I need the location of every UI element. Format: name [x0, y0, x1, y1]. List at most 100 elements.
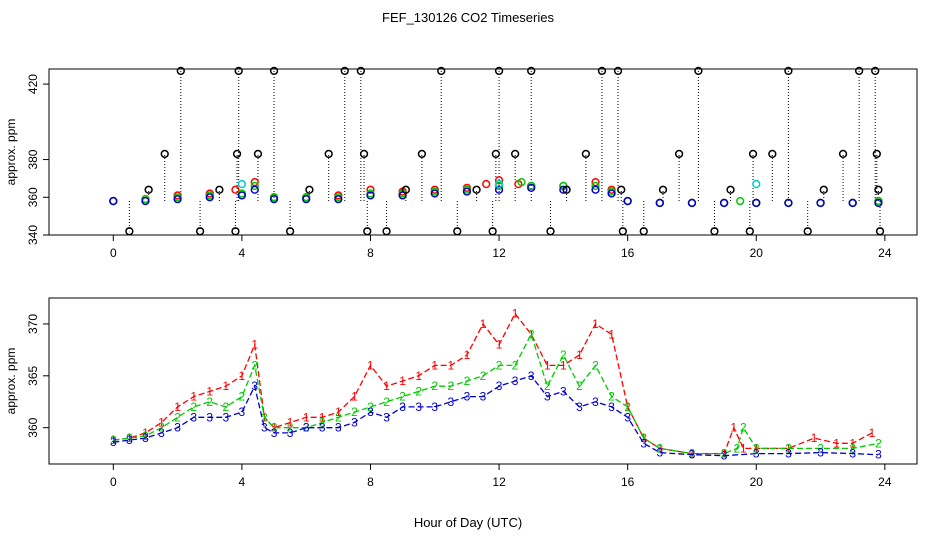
- point-label-2: 2: [142, 429, 149, 443]
- point-outlier: [639, 227, 648, 236]
- point-label-1: 1: [740, 441, 747, 455]
- point-label-3: 3: [174, 421, 181, 435]
- point-label-3: 3: [592, 395, 599, 409]
- point-3: [366, 191, 375, 200]
- point-label-3: 3: [640, 436, 647, 450]
- point-3: [250, 185, 259, 194]
- point-label-2: 2: [271, 421, 278, 435]
- point-outlier: [748, 149, 758, 159]
- point-label-1: 1: [271, 421, 278, 435]
- point-label-3: 3: [560, 384, 567, 398]
- point-label-2: 2: [544, 379, 551, 393]
- point-label-2: 2: [785, 441, 792, 455]
- point-outlier: [617, 185, 626, 194]
- point-label-2: 2: [448, 379, 455, 393]
- point-outlier: [125, 227, 134, 236]
- point-label-2: 2: [287, 421, 294, 435]
- x-tick-label: 20: [750, 246, 764, 260]
- point-label-1: 1: [287, 416, 294, 430]
- point-outlier: [562, 185, 571, 194]
- point-outlier: [527, 66, 536, 76]
- y-tick-label: 360: [26, 417, 40, 437]
- x-tick-label: 16: [621, 475, 635, 489]
- x-tick-label: 12: [492, 475, 506, 489]
- point-label-3: 3: [721, 449, 728, 463]
- point-label-3: 3: [431, 400, 438, 414]
- point-label-1: 1: [126, 431, 133, 445]
- point-label-3: 3: [319, 421, 326, 435]
- point-label-3: 3: [512, 374, 519, 388]
- point-3: [334, 195, 343, 204]
- point-label-1: 1: [367, 358, 374, 372]
- point-label-3: 3: [624, 410, 631, 424]
- point-label-1: 1: [560, 358, 567, 372]
- point-label-2: 2: [251, 358, 258, 372]
- point-outlier: [231, 227, 240, 236]
- point-label-2: 2: [689, 447, 696, 461]
- point-label-1: 1: [399, 374, 406, 388]
- point-label-3: 3: [206, 410, 213, 424]
- point-label-2: 2: [592, 358, 599, 372]
- point-label-3: 3: [351, 416, 358, 430]
- point-label-3: 3: [110, 435, 117, 449]
- bottom-panel-frame: [48, 297, 918, 465]
- point-label-3: 3: [126, 433, 133, 447]
- point-outlier: [581, 149, 591, 159]
- point-label-1: 1: [239, 369, 246, 383]
- point-label-1: 1: [383, 379, 390, 393]
- point-outlier: [618, 227, 627, 236]
- point-label-3: 3: [448, 395, 455, 409]
- point-label-2: 2: [158, 421, 165, 435]
- point-outlier: [872, 149, 881, 159]
- point-label-1: 1: [142, 426, 149, 440]
- point-2: [591, 181, 600, 191]
- x-tick-label: 4: [239, 246, 246, 260]
- point-label-1: 1: [721, 447, 728, 461]
- series-line-2: [113, 332, 879, 455]
- point-outlier: [838, 149, 848, 159]
- point-label-2: 2: [351, 405, 358, 419]
- point-label-2: 2: [367, 400, 374, 414]
- point-label-1: 1: [303, 410, 310, 424]
- x-axis-label: Hour of Day (UTC): [414, 515, 522, 530]
- point-1: [231, 185, 240, 194]
- point-3: [462, 187, 472, 196]
- point-label-3: 3: [222, 410, 229, 424]
- point-outlier: [613, 66, 623, 76]
- point-outlier: [195, 227, 205, 236]
- point-label-2: 2: [399, 390, 406, 404]
- bottom-y-ticks: 360 365 370: [26, 314, 49, 438]
- point-outlier: [144, 185, 153, 194]
- point-label-1: 1: [512, 307, 519, 321]
- point-label-3: 3: [576, 400, 583, 414]
- point-outlier: [176, 66, 185, 76]
- y-tick-label: 370: [26, 314, 40, 334]
- x-tick-label: 16: [621, 246, 635, 260]
- point-flag: [752, 179, 761, 189]
- point-label-3: 3: [753, 447, 760, 461]
- point-label-3: 3: [480, 390, 487, 404]
- point-outlier: [674, 149, 684, 159]
- point-label-3: 3: [271, 426, 278, 440]
- point-label-3: 3: [335, 421, 342, 435]
- point-label-3: 3: [849, 447, 856, 461]
- point-2: [517, 178, 526, 187]
- point-3: [109, 196, 118, 206]
- point-outlier: [305, 185, 314, 194]
- y-tick-label: 360: [26, 187, 40, 207]
- point-label-3: 3: [303, 421, 310, 435]
- point-3: [752, 198, 761, 208]
- y-tick-label: 340: [26, 225, 40, 245]
- point-label-3: 3: [785, 447, 792, 461]
- x-tick-label: 24: [878, 246, 892, 260]
- y-tick-label: 420: [26, 74, 40, 94]
- point-outlier: [494, 66, 504, 76]
- point-3: [559, 185, 568, 194]
- point-3: [237, 191, 247, 200]
- point-3: [655, 198, 664, 208]
- point-3: [816, 198, 825, 208]
- point-outlier: [472, 185, 481, 194]
- point-outlier: [710, 227, 719, 236]
- point-label-3: 3: [689, 448, 696, 462]
- point-flag: [494, 179, 504, 189]
